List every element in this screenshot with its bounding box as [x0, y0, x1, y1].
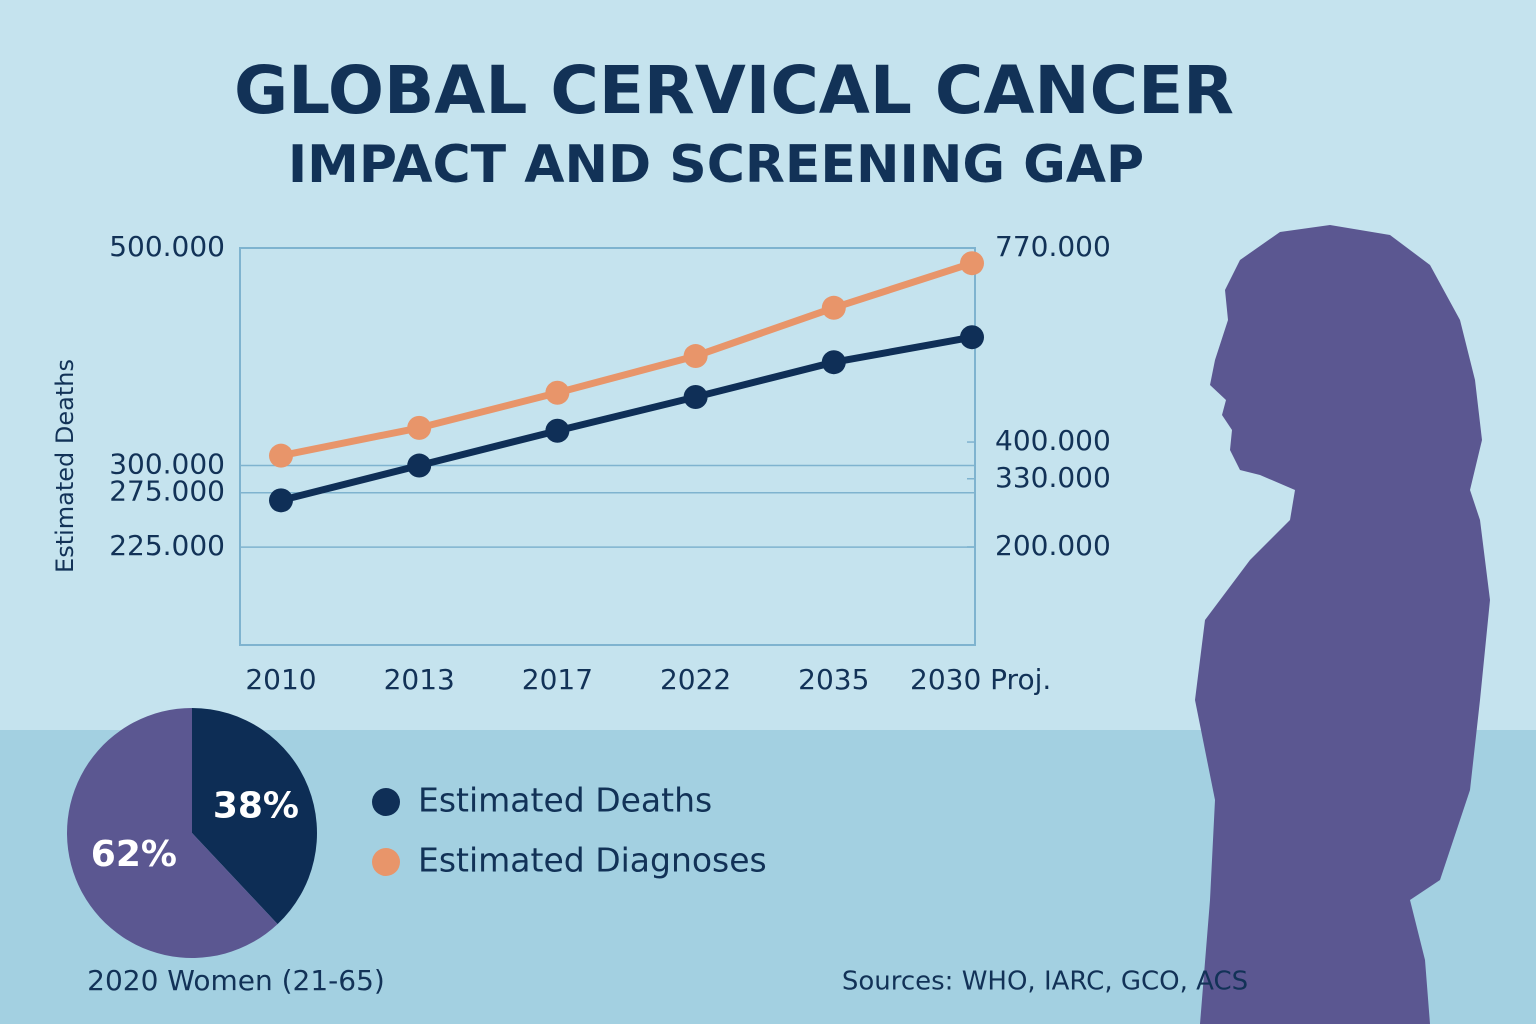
- point: [269, 488, 293, 513]
- y-axis-label: Estimated Deaths: [51, 359, 79, 573]
- y-tick-label: 275.000: [109, 475, 225, 508]
- chart-title: GLOBAL CERVICAL CANCER: [234, 52, 1234, 129]
- pie-label: 38%: [213, 786, 299, 827]
- legend-label: Estimated Diagnoses: [418, 841, 767, 880]
- point: [683, 344, 708, 369]
- x-tick-label: 2022: [660, 663, 731, 696]
- y2-tick-label: 200.000: [995, 529, 1111, 562]
- y-tick-label: 300.000: [109, 448, 225, 481]
- pie-title: 2020 Women (21-65): [87, 964, 385, 997]
- y-tick-label: 225.000: [109, 529, 225, 562]
- point: [269, 443, 293, 468]
- series-line: [280, 333, 973, 504]
- pie-label: 62%: [91, 834, 177, 875]
- point: [960, 251, 984, 276]
- x-tick-label: 2030 Proj.: [910, 663, 1051, 696]
- point: [407, 415, 432, 440]
- point: [960, 325, 984, 350]
- series-line: [280, 259, 974, 460]
- x-tick-label: 2010: [245, 663, 316, 696]
- x-tick-label: 2035: [798, 663, 869, 696]
- silhouette: [1195, 225, 1490, 1024]
- point: [545, 418, 570, 443]
- point: [821, 295, 846, 320]
- pie-slice: [192, 708, 318, 925]
- legend-label: Estimated Deaths: [418, 781, 712, 820]
- legend-marker: [372, 788, 400, 816]
- y-tick-label: 500.000: [109, 230, 225, 263]
- point: [683, 385, 708, 410]
- y2-tick-label: 330.000: [995, 461, 1111, 494]
- point: [545, 380, 570, 405]
- pie-slice: [67, 708, 278, 958]
- x-tick-label: 2017: [522, 663, 593, 696]
- chart-subtitle: IMPACT AND SCREENING GAP: [288, 135, 1144, 195]
- point: [407, 453, 432, 478]
- legend-marker: [372, 848, 400, 876]
- source: Sources: WHO, IARC, GCO, ACS: [842, 967, 1248, 997]
- point: [821, 350, 846, 375]
- y2-tick-label: 400.000: [995, 424, 1111, 457]
- y2-tick-label: 770.000: [995, 230, 1111, 263]
- x-tick-label: 2013: [384, 663, 455, 696]
